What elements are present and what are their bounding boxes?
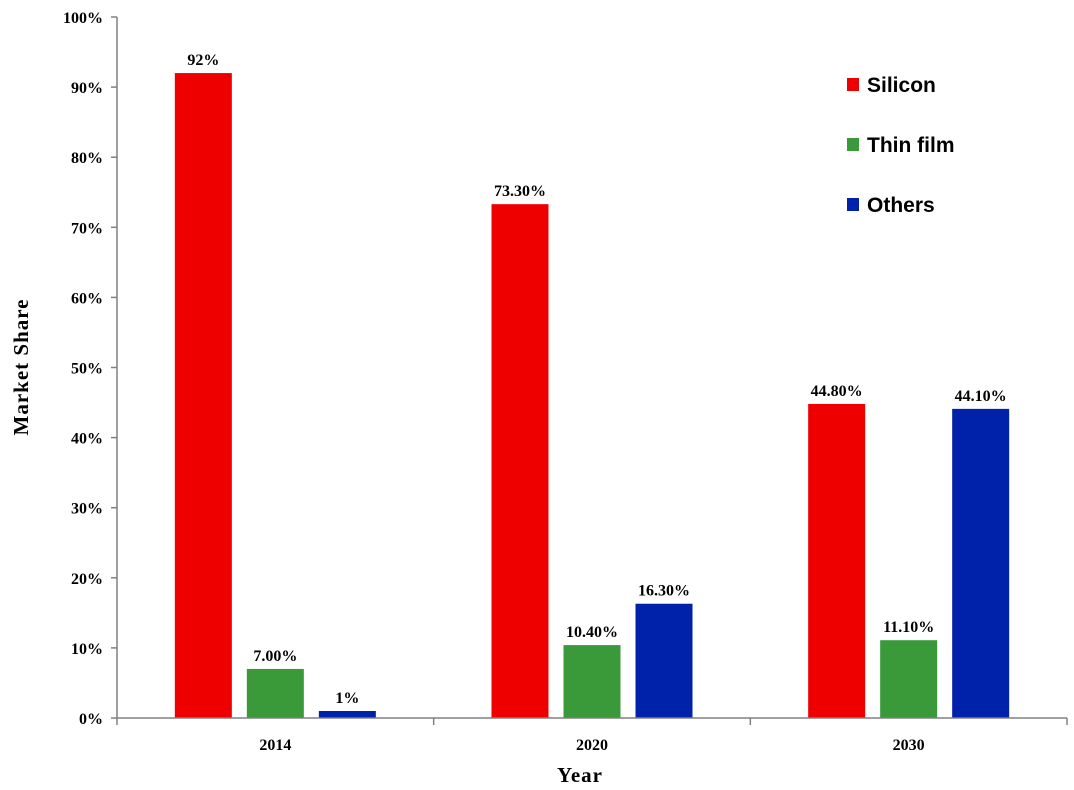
bar-others-2014 [318, 710, 376, 718]
y-tick-label-4: 40% [71, 431, 103, 448]
axes-layer: 0% 10% 20% 30% 40% 50% 60% 70% 80% 90% 100% 2014 202… [63, 10, 1068, 754]
y-tick-label-0: 0% [79, 711, 103, 728]
bar-thin-film-2014 [246, 668, 304, 718]
bar-silicon-2020 [491, 204, 549, 719]
y-tick-label-8: 80% [71, 150, 103, 167]
bar-thin-film-2020 [563, 645, 621, 718]
legend-label-silicon: Silicon [867, 74, 936, 97]
data-label-silicon-2030: 44.80% [811, 383, 863, 400]
legend-swatch-others [847, 198, 859, 211]
bar-others-2030 [952, 408, 1010, 718]
y-tick-label-1: 10% [71, 641, 103, 658]
y-axis-title: Market Share [9, 298, 33, 435]
bar-thin-film-2030 [880, 640, 938, 718]
data-label-thin-film-2014: 7.00% [253, 648, 297, 665]
bar-others-2020 [635, 603, 693, 718]
legend-swatch-silicon [847, 78, 859, 91]
legend-label-thin-film: Thin film [867, 134, 955, 157]
data-label-others-2014: 1% [335, 690, 359, 707]
legend: Silicon Thin film Others [847, 74, 955, 217]
legend-label-others: Others [867, 194, 935, 217]
bar-silicon-2014 [174, 73, 232, 718]
x-tick-label-2020: 2020 [576, 737, 608, 754]
data-label-others-2030: 44.10% [955, 388, 1007, 405]
x-tick-label-2030: 2030 [893, 737, 925, 754]
y-tick-label-10: 100% [63, 10, 103, 27]
bars-layer [174, 73, 1010, 719]
y-tick-label-7: 70% [71, 220, 103, 237]
y-tick-label-3: 30% [71, 501, 103, 518]
bar-silicon-2030 [808, 403, 866, 718]
legend-swatch-thin-film [847, 138, 859, 151]
data-label-silicon-2020: 73.30% [494, 183, 546, 200]
x-tick-label-2014: 2014 [259, 737, 291, 754]
y-tick-label-9: 90% [71, 80, 103, 97]
y-tick-label-6: 60% [71, 290, 103, 307]
y-tick-label-5: 50% [71, 361, 103, 378]
data-label-thin-film-2020: 10.40% [566, 624, 618, 641]
data-label-others-2020: 16.30% [638, 583, 690, 600]
x-axis-title: Year [557, 763, 603, 787]
data-label-thin-film-2030: 11.10% [883, 619, 934, 636]
data-labels-layer: 92% 7.00% 1% 73.30% 10.40% 16.30% 44.80% 11.10%… [187, 52, 1006, 707]
data-label-silicon-2014: 92% [187, 52, 219, 69]
y-tick-label-2: 20% [71, 571, 103, 588]
